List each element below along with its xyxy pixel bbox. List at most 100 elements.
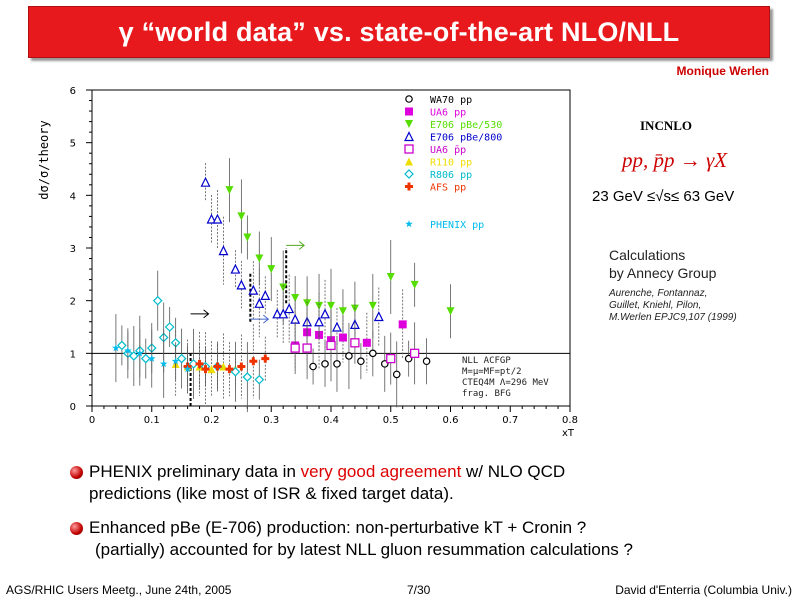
legend-label: PHENIX pp [430,220,484,231]
data-point [446,307,455,316]
x-axis-label: xT [562,428,575,439]
legend-label: AFS pp [430,183,466,194]
data-point [201,365,210,374]
data-point [117,340,127,351]
data-point [272,308,283,319]
footer-right: David d'Enterria (Columbia Univ.) [615,583,792,597]
bullet-1-highlight: very good agreement [300,462,462,481]
reference-line: Aurenche, Fontannaz, [609,288,708,299]
data-point [314,316,325,327]
data-point [200,176,211,187]
legend-marker [405,120,413,128]
data-point [315,301,324,310]
data-point [124,346,132,354]
data-point [225,365,234,374]
bullet-2-line-1: Enhanced pBe (E-706) production: non-per… [89,518,587,537]
data-point [242,372,253,382]
legend-marker [404,144,414,154]
annotation-line: frag. BFG [462,389,511,399]
data-point [112,344,120,352]
reference-line: Guillet, Kniehl, Pilon, [609,300,702,311]
data-point [327,301,335,310]
legend-label: UA6 pp [430,108,466,119]
data-point [409,348,420,358]
data-point [225,186,234,195]
data-point [326,340,336,351]
reference: Aurenche, Fontannaz, Guillet, Kniehl, Pi… [609,288,799,324]
data-point [243,233,252,242]
x-tick-label: 0.4 [323,415,339,426]
legend-label: R806 pp [430,170,472,181]
legend-marker [405,107,413,116]
data-point [260,290,271,300]
data-point [368,301,377,310]
data-point [278,308,289,319]
legend-label: E706 pBe/800 [430,133,502,144]
data-point [152,295,163,306]
data-point [140,353,151,364]
annotation-line: M=μ=MF=pt/2 [462,367,522,377]
data-point [159,359,168,368]
x-tick-label: 0 [89,415,95,426]
x-tick-label: 0.1 [144,415,160,426]
data-point [357,357,365,366]
data-point [147,354,156,362]
bullet-1-text-a: PHENIX preliminary data in [89,462,301,481]
data-point [171,357,180,365]
annotation-line: NLL ACFGP [462,356,511,366]
chart: 0 1 2 3 4 5 6 0 0.1 0.2 0.3 0.4 0.5 0.6 0.7 0.8 dσ/σ/the… [37,86,578,439]
data-point [362,338,371,347]
data-point [320,308,330,319]
legend-label: E706 pBe/530 [430,120,502,131]
legend-marker [405,95,413,103]
data-point [237,362,246,371]
data-point [290,343,300,353]
data-point [369,349,377,358]
data-point [290,313,301,324]
reference-line: M.Werlen EPJC9,107 (1999) [609,312,737,323]
data-point [338,307,347,316]
data-point [230,263,241,274]
process-formula: pp, p̄p → γX [622,148,728,172]
data-point [386,353,396,364]
x-tick-label: 0.5 [383,415,399,426]
data-point [303,299,312,308]
data-point [373,311,384,322]
data-point [213,362,222,371]
y-axis-label: dσ/σ/theory [37,120,51,199]
data-point [212,213,223,224]
x-tick-label: 0.3 [263,415,279,426]
data-point [254,297,265,308]
author-name: Monique Werlen [676,64,769,78]
data-point [422,357,431,366]
data-point [410,280,419,289]
bullet-1-text-b: w/ NLO QCD [461,462,566,481]
data-point [279,283,288,292]
legend-label: R110 pp [430,158,472,169]
y-tick-label: 5 [70,139,76,150]
x-tick-label: 0.7 [502,415,518,426]
legend-label: UA6 p̄p [430,145,466,156]
data-point [176,353,187,364]
data-point [236,279,247,290]
legend-marker [404,131,414,142]
data-point [267,265,276,274]
arrow-icon [286,240,305,250]
slide-title: γ “world data” vs. state-of-the-art NLO/… [118,16,680,47]
data-point [183,365,192,373]
data-point [164,322,175,332]
data-point [309,362,317,371]
bullet-1: PHENIX preliminary data in very good agr… [70,461,565,505]
footer-left: AGS/RHIC Users Meetg., June 24th, 2005 [6,583,232,597]
bullet-dot-icon [70,466,83,479]
legend-marker [405,157,413,166]
y-tick-label: 4 [70,191,76,202]
legend-label: WA70 pp [430,95,472,106]
data-point [321,360,329,368]
data-point [333,360,341,368]
data-point [386,272,395,281]
data-point [249,357,258,366]
data-point [195,359,204,368]
calc-line-2: by Annecy Group [609,265,717,281]
energy-range: 23 GeV ≤√s≤ 63 GeV [592,188,735,205]
